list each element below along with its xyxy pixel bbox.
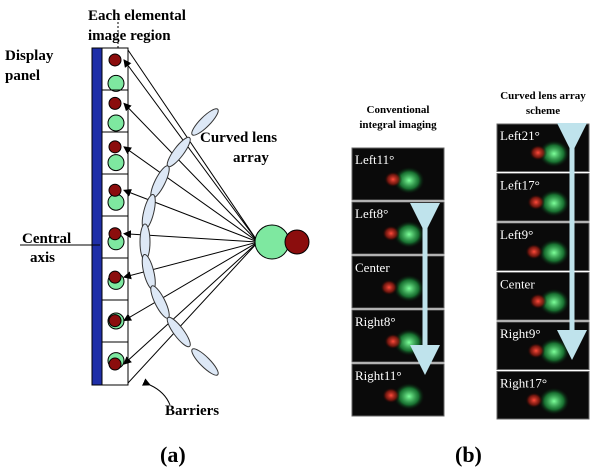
label: Barriers (165, 403, 219, 419)
view-label: Right8° (355, 314, 396, 329)
view-label: Right17° (500, 376, 547, 391)
red-dot (109, 97, 121, 109)
caption: (b) (455, 442, 482, 467)
red-blob (382, 387, 400, 403)
red-blob (380, 279, 398, 295)
red-dot (109, 271, 121, 283)
label: image region (88, 28, 171, 44)
label: axis (30, 250, 55, 266)
panel-b: Conventional integral imaging Curved len… (352, 90, 589, 467)
label: Each elemental (88, 8, 186, 24)
label: Central (22, 231, 71, 247)
label: Display (5, 48, 54, 64)
view-label: Left21° (500, 128, 540, 143)
view-label: Left17° (500, 178, 540, 193)
lens (189, 346, 222, 379)
red-blob (529, 293, 547, 309)
red-blob (527, 343, 545, 359)
view-label: Right11° (355, 368, 402, 383)
object-green (255, 225, 289, 259)
red-dot (109, 358, 121, 370)
lens (164, 315, 194, 350)
caption: (a) (160, 442, 186, 467)
view-label: Center (500, 277, 535, 292)
barrier-pointer (150, 385, 170, 405)
object-red (285, 230, 309, 254)
red-blob (525, 392, 543, 408)
red-blob (525, 244, 543, 260)
lens (140, 193, 158, 230)
view-label: Left9° (500, 227, 533, 242)
column-header: Conventional (367, 104, 430, 116)
red-dot (109, 54, 121, 66)
panel-a: Each elemental image region Display pane… (5, 8, 309, 467)
red-blob (384, 333, 402, 349)
figure: Each elemental image region Display pane… (0, 0, 606, 475)
red-blob (529, 145, 547, 161)
label: panel (5, 68, 40, 84)
label: Curved lens (200, 130, 277, 146)
column-header: Curved lens array (500, 90, 586, 102)
red-blob (527, 194, 545, 210)
green-dot (108, 155, 124, 171)
display-panel (92, 48, 102, 385)
red-dot (109, 184, 121, 196)
lens (147, 284, 172, 321)
column-header: integral imaging (359, 119, 437, 131)
column-header: scheme (526, 105, 560, 117)
view-label: Right9° (500, 326, 541, 341)
green-dot (108, 75, 124, 91)
view-label: Center (355, 260, 390, 275)
red-dot (109, 315, 121, 327)
green-dot (108, 115, 124, 131)
red-dot (109, 141, 121, 153)
view-label: Left11° (355, 152, 394, 167)
red-blob (382, 225, 400, 241)
red-blob (384, 171, 402, 187)
label: array (233, 150, 269, 166)
lens (164, 135, 194, 170)
red-dot (109, 228, 121, 240)
view-label: Left8° (355, 206, 388, 221)
